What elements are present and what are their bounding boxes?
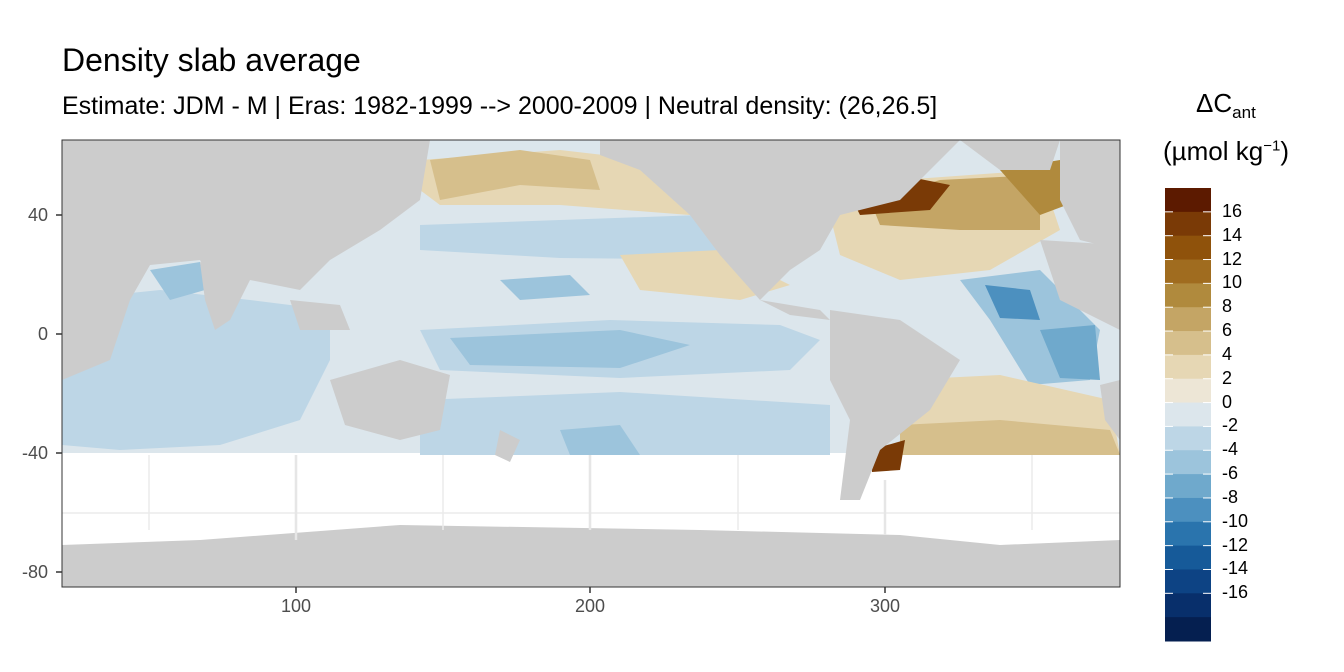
colorbar-bin — [1165, 569, 1211, 594]
land — [62, 140, 1120, 587]
colorbar-bin — [1165, 307, 1211, 332]
colorbar-bin — [1165, 545, 1211, 570]
colorbar-bin — [1165, 426, 1211, 451]
south-atlantic-brown-2 — [900, 420, 1120, 455]
panel-border — [61, 139, 1121, 588]
axis-ticks — [56, 214, 886, 593]
land-greenland — [960, 140, 1060, 170]
pacific-equatorial-core — [450, 330, 690, 368]
chart-title: Density slab average — [62, 42, 361, 78]
land-africa-south — [1100, 380, 1120, 440]
x-tick-label: 100 — [280, 596, 312, 616]
land-maritime — [290, 300, 350, 330]
colorbar-bin — [1165, 521, 1211, 547]
colorbar-bin — [1165, 497, 1211, 523]
y-tick-label: 40 — [27, 205, 48, 225]
colorbar-bin — [1165, 402, 1211, 427]
x-tick-label: 200 — [574, 596, 606, 616]
colorbar-bin — [1165, 211, 1211, 237]
land-central-america — [760, 300, 830, 320]
south-pacific-band — [420, 392, 830, 455]
x-tick-label: 300 — [869, 596, 901, 616]
legend-label: -16 — [1222, 582, 1249, 603]
pacific-north-patch — [500, 275, 590, 300]
legend-label: -10 — [1222, 510, 1249, 531]
legend-label: 10 — [1222, 272, 1243, 293]
tropical-atlantic-core — [985, 285, 1040, 320]
land-nz — [495, 430, 520, 462]
legend-unit: (µmol kg−1) — [1163, 136, 1289, 167]
legend-unit-close: ) — [1280, 136, 1289, 166]
legend-label: 12 — [1222, 248, 1243, 269]
colorbar — [1165, 188, 1211, 642]
colorbar-bin — [1165, 235, 1211, 261]
y-tick-label: -40 — [21, 443, 48, 463]
land-africa-east — [62, 300, 130, 380]
colorbar-bin — [1165, 188, 1211, 213]
land-antarctica — [62, 525, 1120, 587]
land-australia — [330, 360, 450, 440]
colorbar-bin — [1165, 283, 1211, 308]
land-north-america — [600, 140, 960, 300]
legend-label: -12 — [1222, 534, 1249, 555]
legend-label: 14 — [1222, 224, 1243, 245]
y-tick-label: -80 — [21, 562, 48, 582]
colorbar-bin — [1165, 259, 1211, 284]
legend-label: -2 — [1222, 415, 1239, 436]
colorbar-bin — [1165, 354, 1211, 380]
colorbar-bin — [1165, 378, 1211, 404]
legend-label: 0 — [1222, 391, 1233, 412]
legend-label: 2 — [1222, 367, 1233, 388]
legend-title-sub: ant — [1232, 103, 1256, 123]
colorbar-bin — [1165, 593, 1211, 618]
land-europe — [1060, 140, 1120, 250]
colorbar-bin — [1165, 450, 1211, 475]
gulf-guinea-core — [1040, 325, 1100, 380]
colorbar-bin — [1165, 617, 1211, 642]
y-tick-label: 0 — [37, 324, 48, 344]
land-south-america — [830, 310, 960, 500]
chart-subtitle: Estimate: JDM - M | Eras: 1982-1999 --> … — [62, 92, 938, 120]
south-pacific-patch — [560, 425, 640, 455]
legend-unit-text: (µmol kg — [1163, 136, 1264, 166]
legend-label: 16 — [1222, 200, 1243, 221]
indian-ocean-blue — [62, 290, 330, 450]
ocean-field — [62, 140, 1120, 472]
legend-unit-sup: −1 — [1263, 137, 1281, 155]
pacific-north-band — [420, 215, 790, 260]
legend-label: -6 — [1222, 463, 1239, 484]
major-grid-lines — [294, 455, 887, 540]
land-africa-west — [1040, 240, 1120, 330]
legend-label: 4 — [1222, 343, 1233, 364]
north-pacific-brown-2 — [430, 150, 600, 200]
legend-title: ΔCant — [1196, 88, 1256, 123]
legend-label: 8 — [1222, 296, 1233, 317]
legend-label: -14 — [1222, 558, 1249, 579]
legend-title-main: ΔC — [1196, 88, 1233, 118]
arabian-sea-blue — [150, 262, 205, 300]
pacific-east-brown — [620, 250, 790, 300]
colorbar-bin — [1165, 474, 1211, 499]
legend-label: -8 — [1222, 486, 1239, 507]
land-eurasia — [62, 140, 430, 300]
legend-label: -4 — [1222, 439, 1239, 460]
legend-label: 6 — [1222, 320, 1233, 341]
land-india — [200, 262, 250, 330]
colorbar-bin — [1165, 331, 1211, 356]
